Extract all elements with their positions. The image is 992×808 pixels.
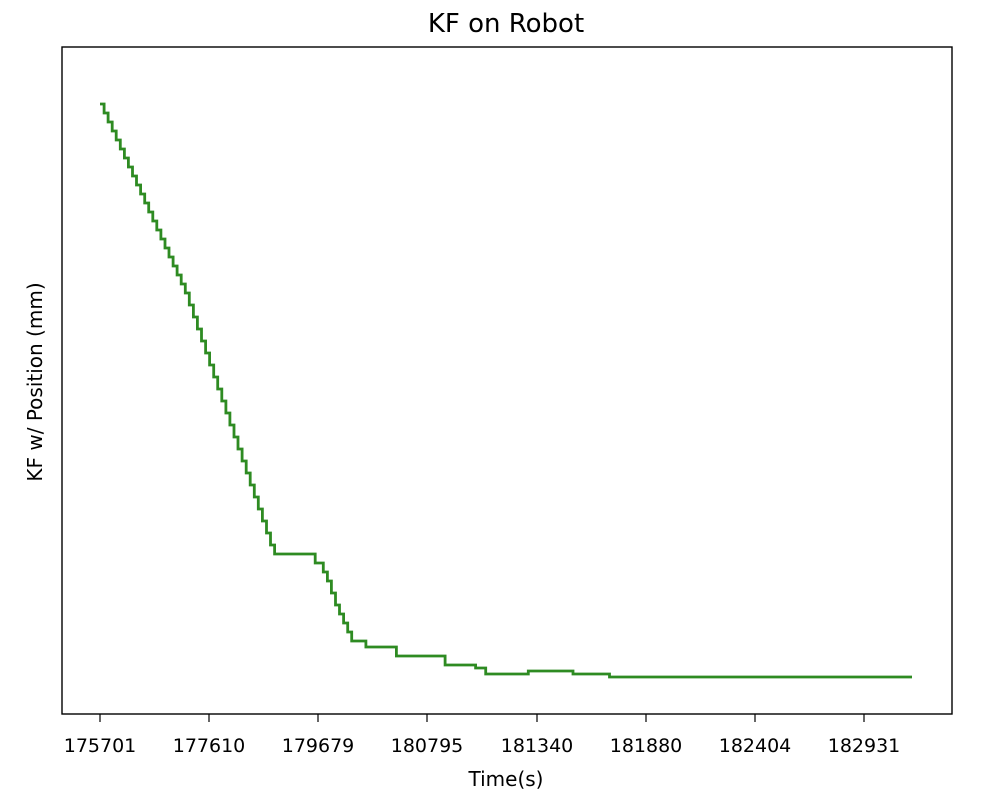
x-tick-label: 179679 [282, 735, 355, 757]
x-axis-label: Time(s) [468, 767, 544, 791]
chart-title: KF on Robot [428, 9, 584, 39]
plot-area-frame [61, 46, 953, 715]
series-line [100, 102, 912, 679]
x-axis-ticks: 175701 177610 179679 180795 181340 181880 1824… [64, 714, 901, 757]
y-axis-label: KF w/ Position (mm) [23, 282, 47, 481]
x-tick-label: 177610 [173, 735, 246, 757]
x-tick-label: 175701 [64, 735, 137, 757]
x-tick-label: 181340 [501, 735, 574, 757]
x-tick-label: 180795 [391, 735, 464, 757]
x-tick-label: 182931 [828, 735, 901, 757]
x-tick-label: 182404 [719, 735, 792, 757]
series-layer [100, 102, 912, 679]
x-tick-label: 181880 [610, 735, 683, 757]
